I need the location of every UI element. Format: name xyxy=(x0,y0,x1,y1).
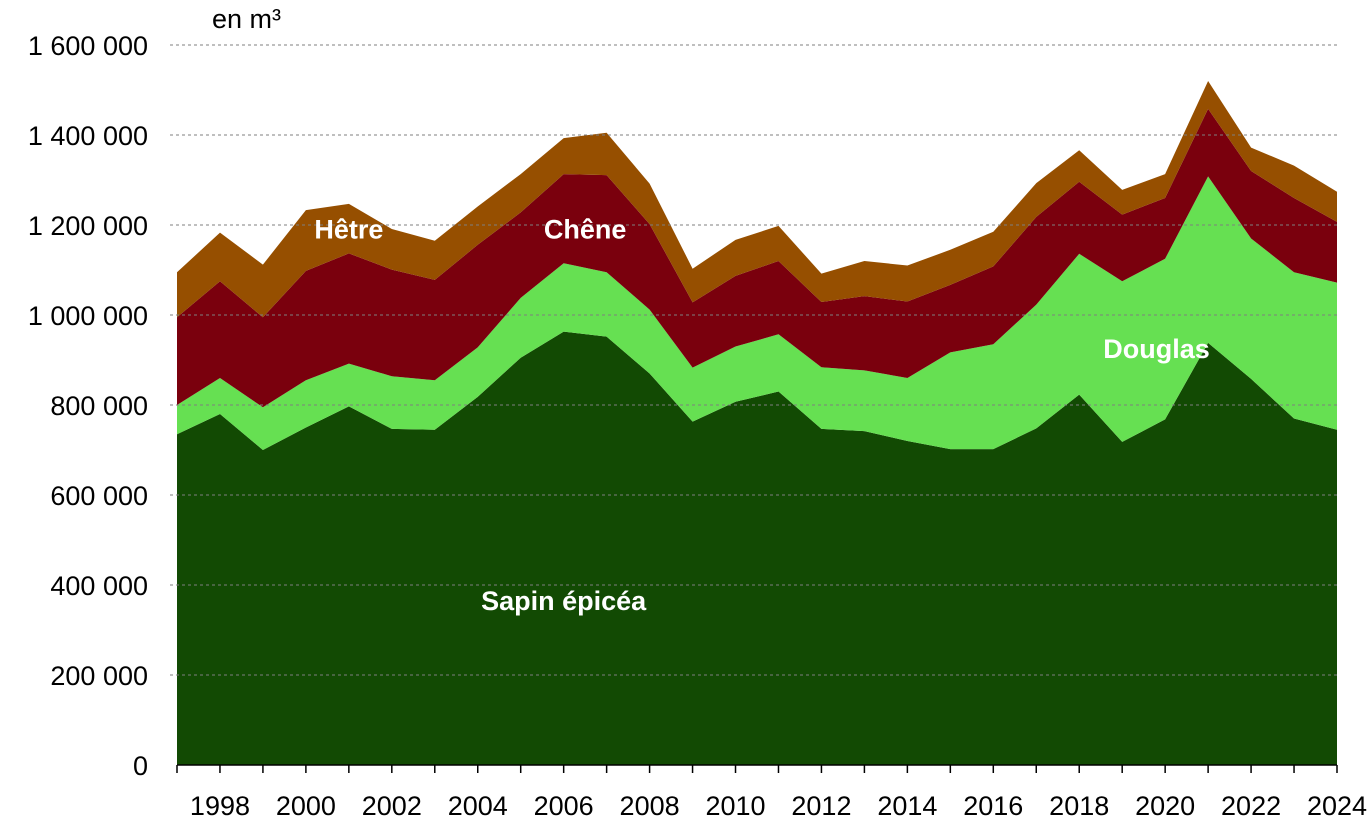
x-tick-label: 2018 xyxy=(1049,791,1109,821)
x-tick-label: 2024 xyxy=(1307,791,1367,821)
x-tick-label: 2000 xyxy=(276,791,336,821)
x-tick-label: 2008 xyxy=(620,791,680,821)
y-tick-label: 1 600 000 xyxy=(28,31,148,61)
x-tick-label: 2010 xyxy=(705,791,765,821)
y-tick-label: 800 000 xyxy=(50,391,148,421)
series-area-0 xyxy=(177,331,1337,765)
x-tick-label: 2020 xyxy=(1135,791,1195,821)
x-tick-label: 2002 xyxy=(362,791,422,821)
x-axis-tick-labels: 1998 2000 2002 2004 2006 2008 2010 2012 2014 2016… xyxy=(190,791,1367,821)
series-area-2 xyxy=(177,108,1337,408)
x-tick-label: 2006 xyxy=(534,791,594,821)
series-labels: Sapin épicéa Douglas Chêne Hêtre xyxy=(314,215,1209,616)
series-label-0: Sapin épicéa xyxy=(481,586,647,616)
y-tick-label: 200 000 xyxy=(50,661,148,691)
y-axis-unit-label: en m³ xyxy=(212,4,281,34)
y-tick-label: 400 000 xyxy=(50,571,148,601)
axes xyxy=(176,764,1338,773)
x-tick-label: 2014 xyxy=(877,791,937,821)
series-area-3 xyxy=(177,81,1337,318)
x-tick-label: 2022 xyxy=(1221,791,1281,821)
x-tick-label: 2016 xyxy=(963,791,1023,821)
y-axis-tick-labels: 0 200 000 400 000 600 000 800 000 1 000 000 1 … xyxy=(28,31,148,781)
y-tick-label: 1 200 000 xyxy=(28,211,148,241)
x-tick-label: 2004 xyxy=(448,791,508,821)
y-tick-label: 600 000 xyxy=(50,481,148,511)
y-tick-label: 1 000 000 xyxy=(28,301,148,331)
x-tick-label: 2012 xyxy=(791,791,851,821)
y-tick-label: 1 400 000 xyxy=(28,121,148,151)
y-tick-label: 0 xyxy=(133,751,148,781)
gridlines xyxy=(170,44,1337,676)
series-area-1 xyxy=(177,176,1337,450)
series-areas xyxy=(177,81,1337,765)
x-tick-label: 1998 xyxy=(190,791,250,821)
series-label-1: Douglas xyxy=(1103,334,1210,364)
series-label-3: Hêtre xyxy=(314,215,383,245)
series-label-2: Chêne xyxy=(544,215,627,245)
